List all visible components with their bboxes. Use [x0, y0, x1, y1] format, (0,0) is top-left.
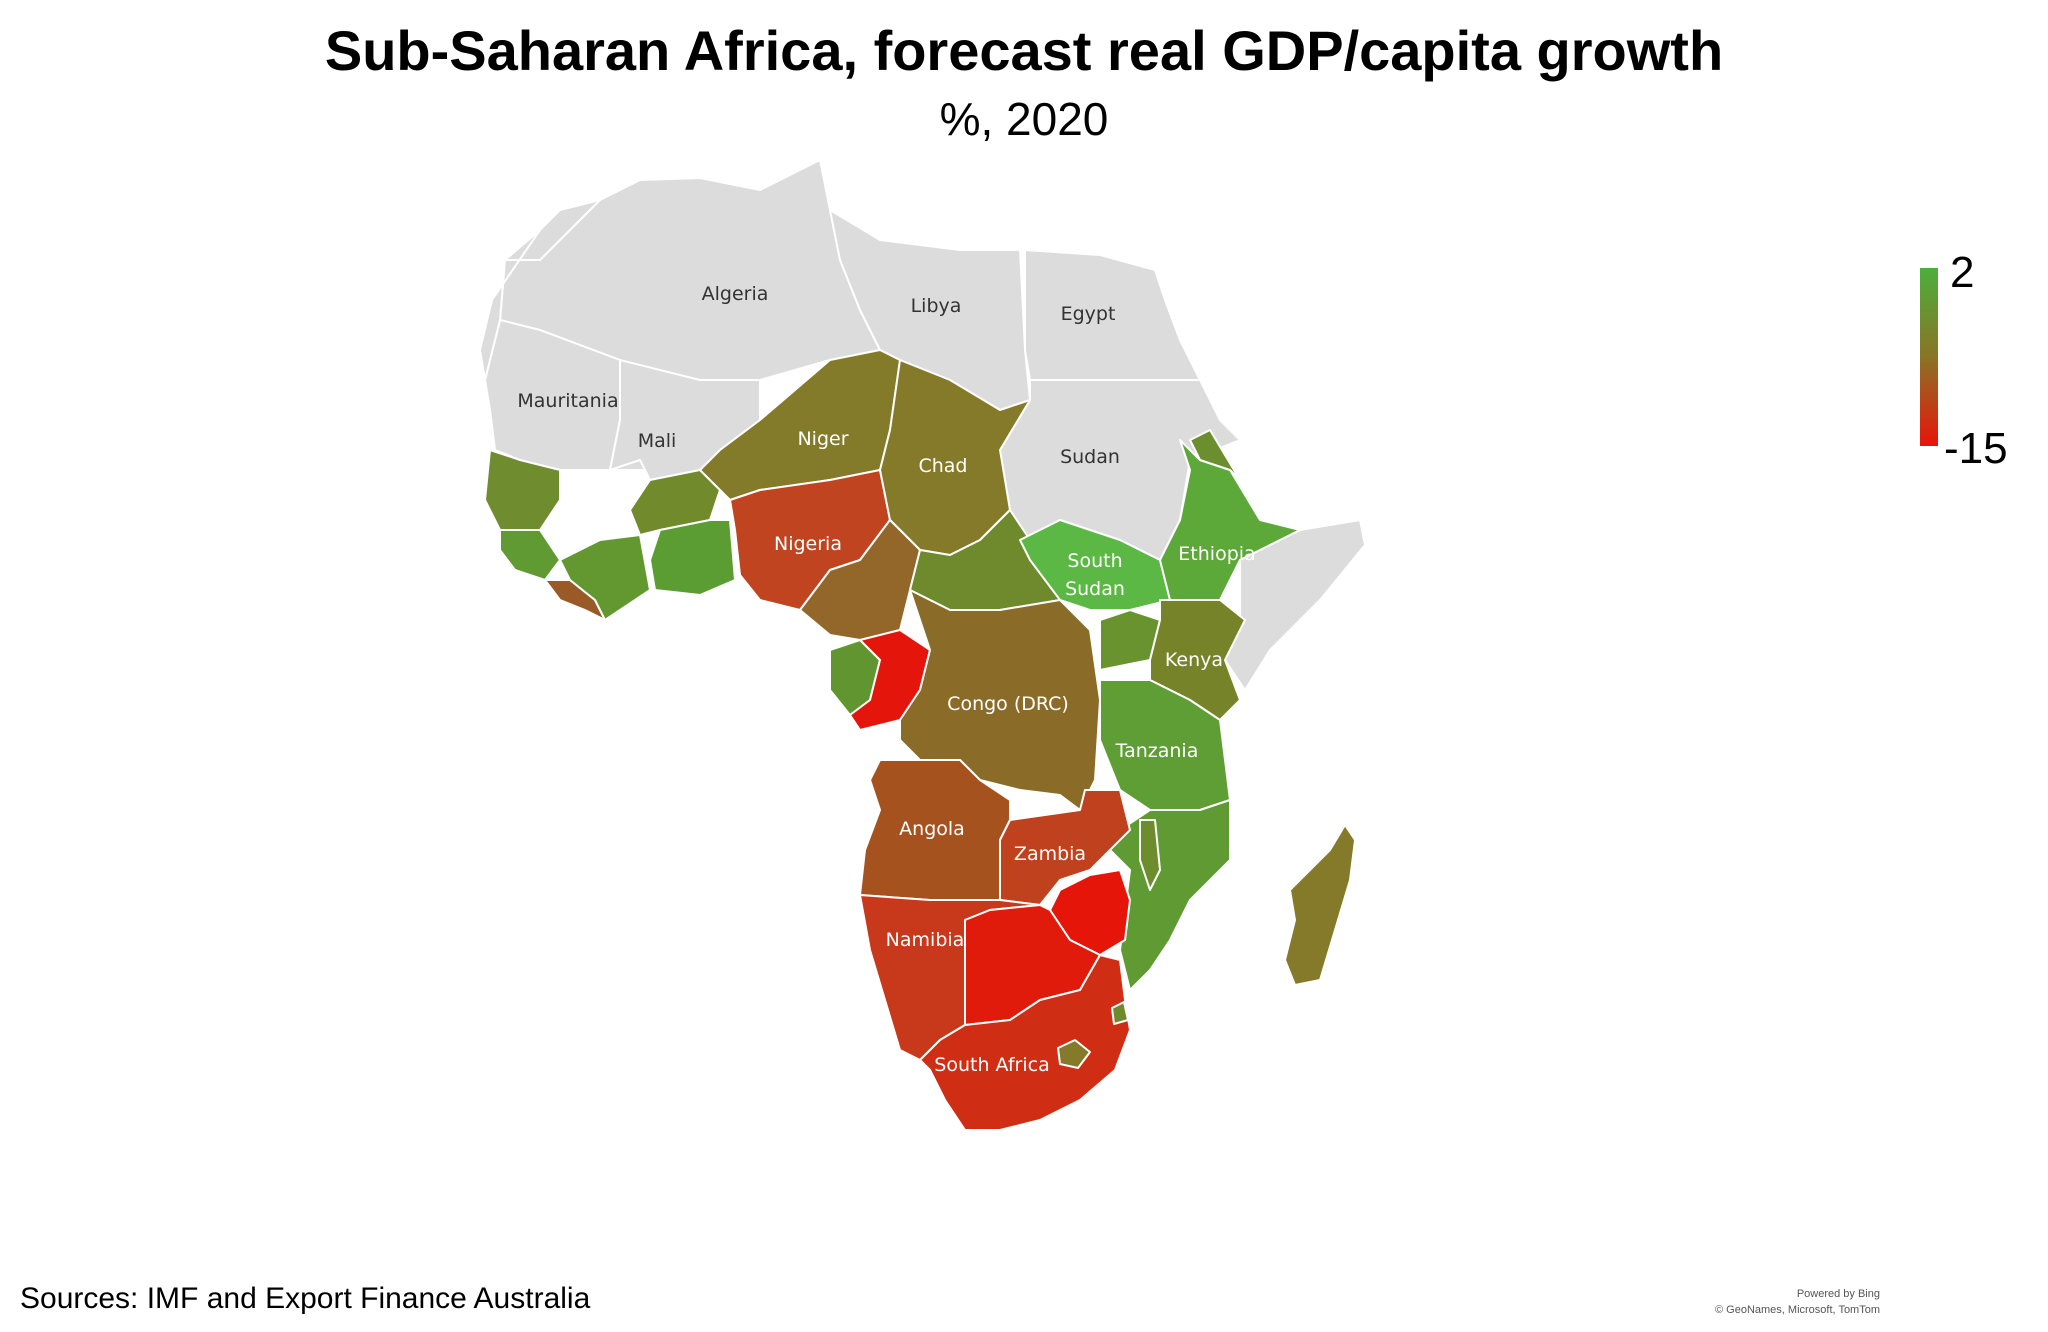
label-south-africa: South Africa — [934, 1054, 1049, 1076]
label-tanzania: Tanzania — [1115, 740, 1199, 762]
country-south-sudan — [1019, 519, 1171, 611]
country-ghana-togo-benin — [649, 519, 736, 596]
label-egypt: Egypt — [1061, 303, 1116, 325]
chart-subtitle: %, 2020 — [939, 93, 1109, 145]
country-malawi — [1139, 819, 1161, 891]
attribution-line-2: © GeoNames, Microsoft, TomTom — [1715, 1304, 1880, 1316]
legend-min-label: -15 — [1944, 424, 2008, 473]
sources-note: Sources: IMF and Export Finance Australi… — [20, 1282, 591, 1315]
country-egypt — [1024, 249, 1201, 381]
label-zambia: Zambia — [1014, 843, 1086, 865]
country-guinea-region — [499, 529, 561, 581]
label-ethiopia: Ethiopia — [1178, 543, 1255, 565]
country-cote-divoire — [559, 534, 651, 621]
label-niger: Niger — [797, 428, 848, 450]
country-morocco-wsahara — [479, 199, 601, 381]
country-madagascar — [1284, 824, 1356, 986]
label-mali: Mali — [638, 430, 677, 452]
label-sudan: Sudan — [1060, 446, 1120, 468]
label-angola: Angola — [899, 818, 965, 840]
country-eritrea — [1189, 429, 1241, 481]
country-congo-drc — [899, 589, 1101, 811]
country-south-africa — [919, 954, 1131, 1131]
country-lesotho — [1057, 1039, 1091, 1069]
label-congo-drc: Congo (DRC) — [947, 693, 1069, 715]
label-south-sudan-line2: Sudan — [1065, 578, 1125, 600]
attribution-line-1: Powered by Bing — [1796, 1288, 1880, 1300]
label-libya: Libya — [911, 295, 962, 317]
label-mauritania: Mauritania — [517, 390, 618, 412]
legend-color-scale — [1920, 268, 1938, 446]
label-algeria: Algeria — [702, 283, 769, 305]
label-south-sudan-line1: South — [1067, 550, 1122, 572]
chart-title: Sub-Saharan Africa, forecast real GDP/ca… — [324, 19, 1724, 82]
country-eswatini — [1111, 1001, 1129, 1025]
label-kenya: Kenya — [1165, 649, 1223, 671]
label-chad: Chad — [918, 455, 967, 477]
label-nigeria: Nigeria — [774, 533, 842, 555]
label-namibia: Namibia — [886, 929, 965, 951]
country-zambia — [999, 789, 1131, 906]
map-attribution: Powered by Bing © GeoNames, Microsoft, T… — [1640, 1286, 1880, 1318]
legend-max-label: 2 — [1950, 248, 1975, 297]
country-senegal-region — [484, 449, 561, 531]
